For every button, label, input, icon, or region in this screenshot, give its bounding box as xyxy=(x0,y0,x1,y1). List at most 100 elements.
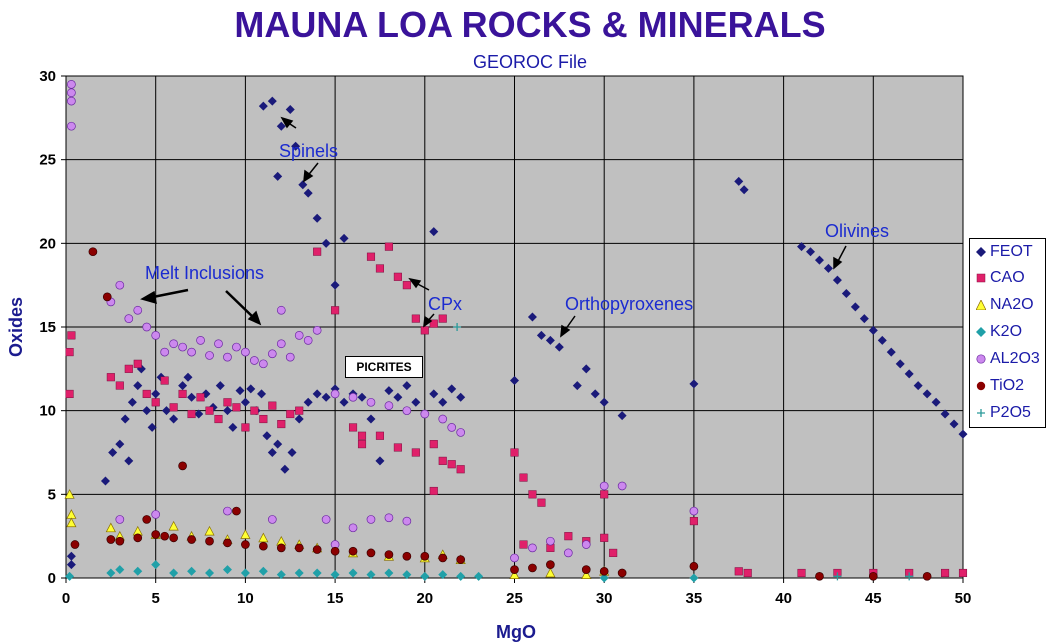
data-point xyxy=(859,314,869,324)
data-point xyxy=(940,409,950,419)
data-point xyxy=(429,227,439,237)
data-point xyxy=(196,336,205,345)
data-point xyxy=(151,331,161,340)
data-point xyxy=(267,96,277,106)
arrowhead-cpx-1 xyxy=(408,277,422,289)
data-point xyxy=(286,409,295,419)
data-point xyxy=(228,422,238,432)
data-point xyxy=(384,513,394,523)
data-point xyxy=(168,520,179,531)
data-point xyxy=(581,569,592,580)
data-point xyxy=(232,403,241,412)
data-point xyxy=(115,565,125,575)
data-point xyxy=(205,568,215,578)
data-point xyxy=(277,420,286,429)
data-point xyxy=(922,389,932,399)
data-point xyxy=(232,506,241,516)
data-point xyxy=(510,565,519,574)
series-k2o xyxy=(65,560,699,583)
data-point xyxy=(280,464,290,474)
arrowhead-olivines xyxy=(833,256,843,270)
data-point xyxy=(294,568,304,578)
data-point xyxy=(142,389,151,398)
data-point xyxy=(429,440,438,449)
data-point xyxy=(393,392,403,402)
data-point xyxy=(303,397,313,407)
data-point xyxy=(366,570,376,580)
data-point xyxy=(312,545,322,554)
data-point xyxy=(823,263,833,273)
legend-label-feot: FEOT xyxy=(990,243,1033,260)
data-point xyxy=(312,213,322,223)
data-point xyxy=(223,352,232,362)
data-point xyxy=(877,335,887,345)
annotation-orthopyroxenes: Orthopyroxenes xyxy=(565,294,693,314)
data-point xyxy=(438,314,447,323)
diamond-marker-icon xyxy=(976,247,986,257)
data-point xyxy=(312,389,322,399)
data-point xyxy=(609,548,618,557)
data-point xyxy=(250,406,259,415)
data-point xyxy=(739,185,749,195)
data-point xyxy=(528,490,537,499)
data-point xyxy=(528,543,537,553)
data-point xyxy=(519,473,528,482)
data-point xyxy=(402,381,412,391)
arrowhead-melt-1 xyxy=(140,290,157,305)
x-tick-label: 30 xyxy=(596,590,613,607)
data-point xyxy=(273,439,283,449)
data-point xyxy=(527,312,537,322)
data-point xyxy=(375,456,385,466)
data-point xyxy=(411,397,421,407)
data-point xyxy=(348,568,358,578)
data-point xyxy=(402,551,412,561)
data-point xyxy=(905,572,914,581)
data-point xyxy=(375,431,384,440)
data-point xyxy=(545,567,556,578)
data-point xyxy=(330,389,340,399)
data-point xyxy=(106,535,116,544)
data-point xyxy=(313,247,322,256)
series-al2o3 xyxy=(67,80,699,563)
data-point xyxy=(194,409,204,419)
data-point xyxy=(106,373,115,382)
data-point xyxy=(115,536,125,546)
data-point xyxy=(223,538,232,548)
data-point xyxy=(321,515,331,524)
data-point xyxy=(169,533,178,543)
data-point xyxy=(384,242,393,251)
y-tick-label: 5 xyxy=(48,486,56,503)
data-point xyxy=(65,571,75,581)
series-tio2 xyxy=(70,247,932,581)
data-point xyxy=(922,571,932,581)
x-tick-label: 15 xyxy=(327,590,344,607)
data-point xyxy=(689,506,699,516)
data-point xyxy=(581,540,591,549)
data-point xyxy=(402,281,411,290)
data-point xyxy=(617,411,627,421)
data-point xyxy=(312,568,322,578)
data-point xyxy=(285,104,295,114)
data-point xyxy=(456,571,466,581)
data-point xyxy=(330,570,340,580)
circle-marker-icon xyxy=(976,354,986,364)
data-point xyxy=(151,389,161,399)
data-point xyxy=(70,540,80,549)
data-point xyxy=(246,384,256,394)
data-point xyxy=(895,359,905,369)
data-point xyxy=(600,490,609,499)
data-point xyxy=(124,456,134,466)
x-tick-label: 0 xyxy=(62,590,70,607)
data-point xyxy=(169,568,179,578)
data-point xyxy=(420,326,429,335)
data-point xyxy=(151,398,160,407)
data-point xyxy=(115,381,124,390)
x-tick-label: 35 xyxy=(686,590,703,607)
data-point xyxy=(581,364,591,374)
data-point xyxy=(215,381,225,391)
data-point xyxy=(196,393,205,402)
data-point xyxy=(287,448,297,457)
data-point xyxy=(169,403,178,412)
data-point xyxy=(357,431,367,440)
